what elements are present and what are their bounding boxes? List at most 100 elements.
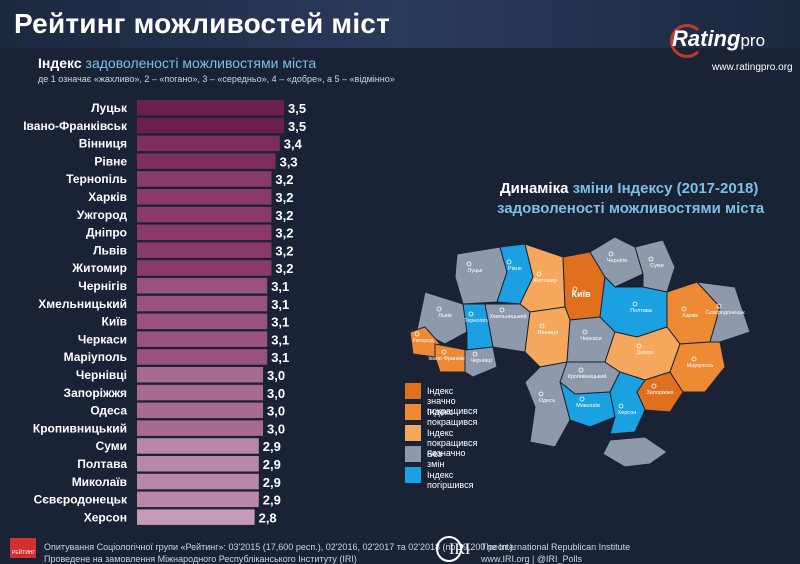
region-label: Чернівці <box>470 358 491 364</box>
city-marker-icon <box>681 306 687 312</box>
value-label: 3,0 <box>267 368 285 383</box>
city-marker-icon <box>608 251 614 257</box>
category-label: Хмельницький <box>38 297 127 311</box>
value-label: 3,1 <box>271 279 289 294</box>
chart-title-rest: задоволеності можливостями міста <box>81 55 317 71</box>
value-label: 2,9 <box>263 493 281 508</box>
bar <box>137 420 263 436</box>
category-label: Львів <box>93 243 127 257</box>
city-marker-icon <box>651 383 657 389</box>
city-marker-icon <box>499 307 505 313</box>
map-region <box>524 361 571 448</box>
value-label: 3,5 <box>288 101 306 116</box>
legend-swatch <box>405 383 421 399</box>
value-label: 3,1 <box>271 350 289 365</box>
bar <box>137 313 268 330</box>
bar <box>137 402 263 419</box>
bar <box>137 278 268 294</box>
map-title-rest: зміни Індексу (2017-2018) <box>568 180 759 197</box>
map-title-line2: задоволеності можливостями міста <box>497 200 765 217</box>
bar <box>137 260 272 276</box>
city-marker-icon <box>539 323 545 329</box>
iri-emblem-icon <box>436 536 462 562</box>
map-region <box>434 343 468 373</box>
value-label: 3,0 <box>267 421 285 436</box>
bar <box>137 189 272 205</box>
city-marker-icon <box>579 396 585 402</box>
region-label: Херсон <box>618 410 637 416</box>
value-label: 3,2 <box>275 261 293 276</box>
bar <box>137 491 259 508</box>
chart-subtitle: де 1 означає «жахливо», 2 – «погано», 3 … <box>38 74 395 84</box>
bar <box>137 224 272 241</box>
city-marker-icon <box>436 306 442 312</box>
logo-pro-text: pro <box>740 31 766 50</box>
value-label: 2,9 <box>263 475 281 490</box>
region-label: Дніпро <box>636 350 653 356</box>
value-label: 3,1 <box>271 332 289 347</box>
region-label: Луцьк <box>468 268 483 274</box>
legend-swatch <box>405 425 421 441</box>
value-label: 2,8 <box>259 510 277 525</box>
bar <box>137 135 280 152</box>
city-marker-icon <box>691 356 697 362</box>
region-label: Кропивницький <box>568 373 607 380</box>
region-label: Житомир <box>533 278 557 284</box>
bar <box>137 117 284 134</box>
region-label: Запоріжжя <box>646 390 673 396</box>
category-label: Київ <box>102 315 127 329</box>
chart-title: Індекс задоволеності можливостями міста <box>38 55 316 71</box>
bar <box>137 367 263 383</box>
bar <box>137 171 272 187</box>
bar <box>137 331 268 347</box>
legend-label: Індекс покращився незначно <box>427 428 478 458</box>
ratingpro-logo: Ratingpro <box>672 26 765 52</box>
legend-label: Індекс погіршився <box>427 470 474 490</box>
header-banner: Рейтинг можливостей міст Ratingpro <box>0 0 800 58</box>
iri-name: The International Republican Institute <box>481 542 631 552</box>
rating-footer-logo-text: РЕЙТИНГ <box>12 550 36 556</box>
city-marker-icon <box>472 351 478 357</box>
city-marker-icon <box>582 329 588 335</box>
legend-label: Індекс покращився <box>427 407 478 427</box>
map-region <box>524 306 571 368</box>
map-title-bold: Динаміка <box>500 180 569 197</box>
category-label: Ужгород <box>77 208 127 222</box>
region-label: Тернопіль <box>464 318 490 324</box>
region-label: Хмельницький <box>489 313 526 320</box>
region-label: Рівне <box>508 266 522 272</box>
legend-label: Індекс значно покращився <box>427 386 478 416</box>
region-label: Маріуполь <box>687 363 714 369</box>
bar <box>137 206 272 223</box>
category-label: Чернівці <box>76 368 127 382</box>
city-marker-icon <box>466 261 472 267</box>
value-label: 2,9 <box>263 457 281 472</box>
value-label: 3,2 <box>275 208 293 223</box>
city-marker-icon <box>578 367 584 373</box>
ratingpro-logo-ring-icon <box>670 24 704 58</box>
value-label: 3,2 <box>275 226 293 241</box>
legend-swatch <box>405 404 421 420</box>
ukraine-map: Луцьк Рівне Житомир Київ Чернігів Суми Львів Те… <box>409 236 751 468</box>
bar <box>137 100 284 116</box>
footer-source-line2: Проведене на замовлення Міжнародного Рес… <box>44 554 357 564</box>
bar <box>137 456 259 472</box>
bar <box>137 153 276 169</box>
region-label: Суми <box>650 263 664 269</box>
crimea-region <box>602 436 668 468</box>
region-label: Вінниця <box>538 330 558 336</box>
value-label: 3,1 <box>271 315 289 330</box>
category-label: Сєвєродонецьк <box>34 493 128 507</box>
legend-label: Без змін <box>427 449 445 469</box>
map-region <box>416 291 468 345</box>
category-label: Черкаси <box>78 332 127 346</box>
map-region <box>669 341 726 393</box>
value-label: 2,9 <box>263 439 281 454</box>
value-label: 3,0 <box>267 386 285 401</box>
category-label: Суми <box>96 439 127 453</box>
category-label: Чернігів <box>78 279 127 293</box>
bar <box>137 509 255 525</box>
city-marker-icon <box>536 271 542 277</box>
city-marker-icon <box>648 256 654 262</box>
map-region <box>609 371 646 435</box>
